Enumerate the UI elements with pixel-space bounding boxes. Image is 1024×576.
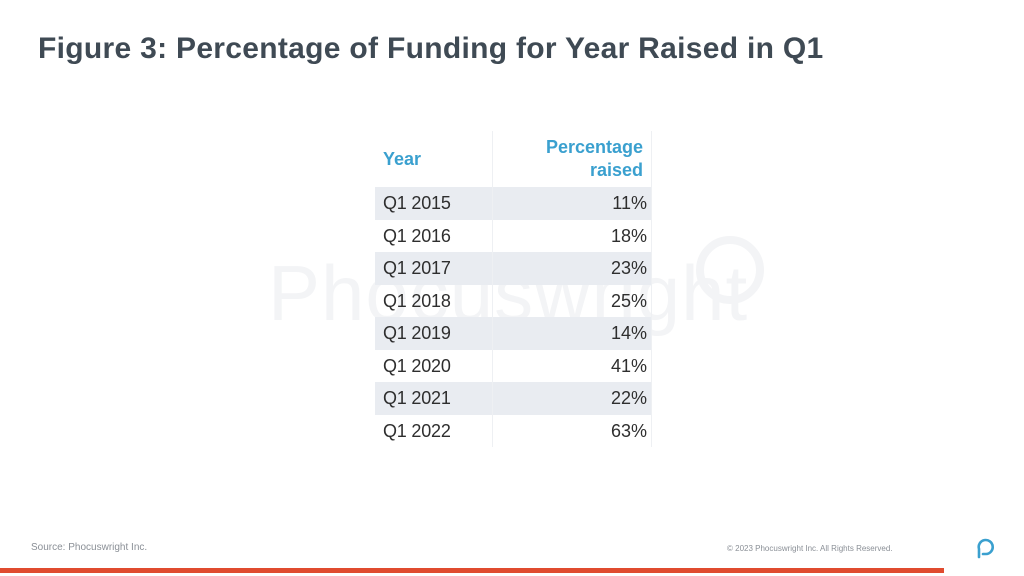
- year-cell: Q1 2021: [375, 382, 493, 415]
- percentage-cell: 11%: [492, 187, 652, 220]
- year-cell: Q1 2016: [375, 219, 493, 252]
- table-row: Q1 2021 22%: [375, 382, 652, 415]
- table-row: Q1 2017 23%: [375, 252, 652, 285]
- table-row: Q1 2020 41%: [375, 349, 652, 382]
- column-header-percentage: Percentage raised: [492, 131, 652, 187]
- accent-bar: [0, 568, 944, 573]
- table-row: Q1 2019 14%: [375, 317, 652, 350]
- table-row: Q1 2022 63%: [375, 414, 652, 447]
- table-row: Q1 2016 18%: [375, 219, 652, 252]
- page-title: Figure 3: Percentage of Funding for Year…: [38, 32, 824, 65]
- percentage-cell: 63%: [492, 414, 652, 447]
- watermark-bubble-icon: [696, 236, 764, 304]
- percentage-cell: 25%: [492, 284, 652, 317]
- percentage-cell: 22%: [492, 382, 652, 415]
- percentage-cell: 14%: [492, 317, 652, 350]
- source-note: Source: Phocuswright Inc.: [31, 542, 148, 553]
- column-header-percentage-line2: raised: [589, 160, 643, 180]
- year-cell: Q1 2017: [375, 252, 493, 285]
- table-row: Q1 2015 11%: [375, 187, 652, 220]
- year-cell: Q1 2020: [375, 349, 493, 382]
- table-header-row: Year Percentage raised: [375, 131, 652, 187]
- column-header-year: Year: [375, 131, 493, 187]
- year-cell: Q1 2019: [375, 317, 493, 350]
- funding-table: Year Percentage raised Q1 2015 11% Q1 20…: [375, 131, 652, 447]
- column-header-percentage-line1: Percentage: [545, 137, 643, 157]
- percentage-cell: 18%: [492, 219, 652, 252]
- percentage-cell: 41%: [492, 349, 652, 382]
- copyright-note: © 2023 Phocuswright Inc. All Rights Rese…: [727, 544, 893, 553]
- table-body: Q1 2015 11% Q1 2016 18% Q1 2017 23% Q1 2…: [375, 187, 652, 447]
- year-cell: Q1 2022: [375, 414, 493, 447]
- table-row: Q1 2018 25%: [375, 284, 652, 317]
- percentage-cell: 23%: [492, 252, 652, 285]
- phocuswright-p-icon: [977, 538, 994, 559]
- year-cell: Q1 2015: [375, 187, 493, 220]
- year-cell: Q1 2018: [375, 284, 493, 317]
